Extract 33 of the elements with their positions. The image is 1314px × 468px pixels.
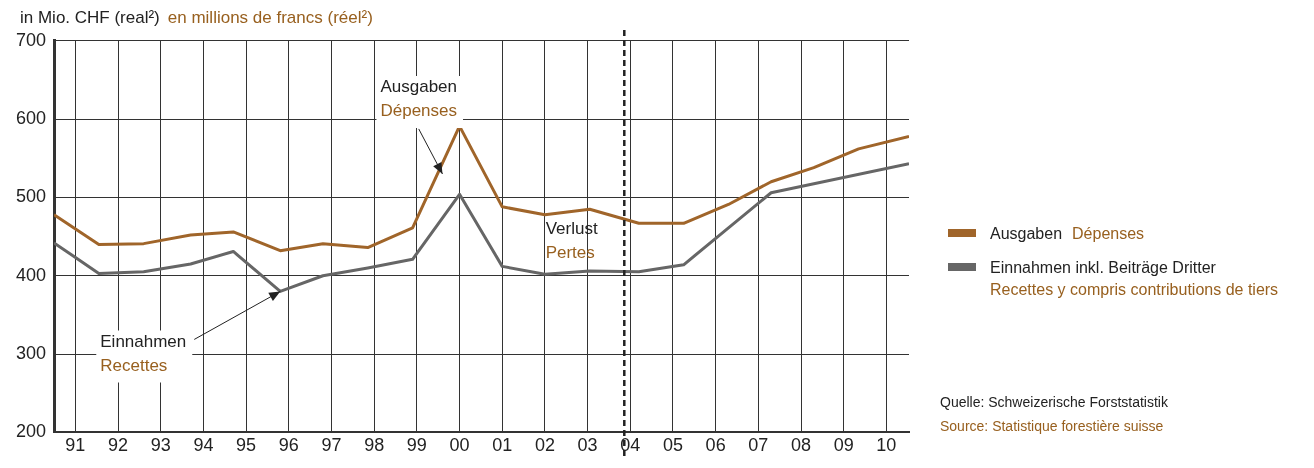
annotation: Einnahmen Recettes — [100, 331, 187, 375]
y-tick-label: 300 — [15, 343, 47, 364]
y-tick-label: 400 — [15, 264, 47, 285]
x-tick-label: 95 — [236, 435, 257, 456]
y-tick-label: 200 — [15, 421, 47, 442]
x-tick-label: 05 — [662, 435, 683, 456]
x-tick-label: 93 — [150, 435, 171, 456]
x-tick-label: 00 — [449, 435, 470, 456]
chart-title: in Mio. CHF (real²) — [20, 8, 160, 27]
y-tick-label: 500 — [15, 186, 47, 207]
legend-label: Ausgaben Dépenses — [990, 224, 1145, 244]
x-tick-label: 08 — [790, 435, 812, 456]
x-tick-label: 02 — [534, 435, 555, 456]
x-tick-label: 92 — [108, 435, 129, 456]
x-tick-label: 04 — [620, 435, 641, 456]
x-tick-label: 07 — [748, 435, 769, 456]
chart-subtitle: en millions de francs (réel²) — [167, 8, 373, 27]
x-tick-label: 10 — [876, 435, 897, 456]
x-tick-label: 94 — [193, 435, 214, 456]
y-tick-label: 700 — [15, 29, 47, 50]
x-tick-label: 09 — [833, 435, 854, 456]
legend-label: Einnahmen inkl. Beiträge Dritter Recettes y compris contributions de tiers — [990, 258, 1279, 300]
x-tick-label: 01 — [492, 435, 513, 456]
x-tick-label: 06 — [705, 435, 726, 456]
x-tick-label: 96 — [278, 435, 299, 456]
source-note: Quelle: Schweizerische Forststatistik Source: Statistique forestière suisse — [940, 393, 1168, 436]
x-tick-label: 98 — [364, 435, 385, 456]
x-tick-label: 99 — [406, 435, 427, 456]
x-tick-label: 97 — [321, 435, 342, 456]
y-tick-label: 600 — [15, 108, 47, 129]
x-tick-label: 03 — [577, 435, 598, 456]
x-tick-label: 91 — [65, 435, 86, 456]
annotation: Ausgaben Dépenses — [380, 77, 458, 121]
